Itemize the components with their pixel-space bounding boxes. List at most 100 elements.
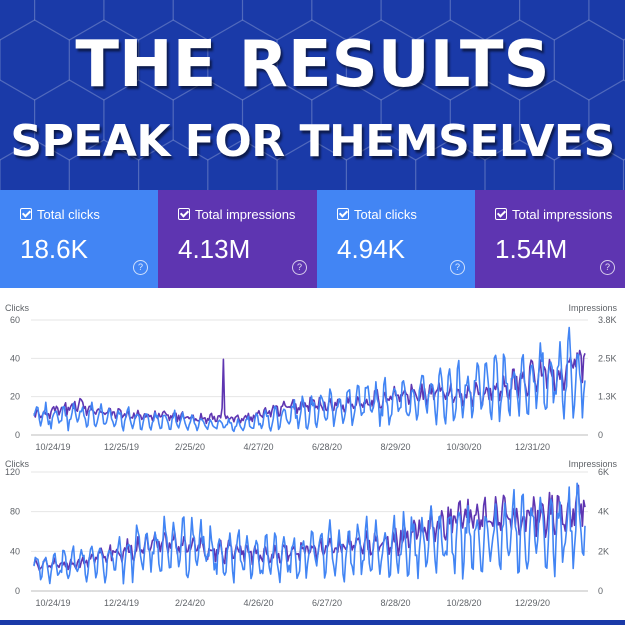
total-impressions-card-2[interactable]: Total impressions 1.54M ? [475, 190, 625, 288]
hexagon-shape [33, 0, 105, 41]
hexagon-shape [553, 19, 625, 101]
x-tick-label: 6/28/20 [312, 442, 342, 452]
hexagon-shape [241, 0, 313, 41]
checkbox-icon[interactable] [495, 208, 507, 220]
right-axis-title: Impressions [568, 459, 617, 469]
left-axis-title: Clicks [5, 303, 29, 313]
help-icon[interactable]: ? [292, 260, 307, 275]
headline-banner: THE RESULTS SPEAK FOR THEMSELVES [0, 0, 625, 190]
hexagon-shape [138, 139, 209, 190]
y-tick-label: 0 [15, 586, 20, 596]
hexagon-shape [449, 79, 521, 161]
x-tick-label: 12/25/19 [104, 442, 139, 452]
hexagon-shape [0, 79, 36, 161]
y2-tick-label: 1.3K [598, 392, 617, 402]
charts-panel: Clicks Impressions 0 0 20 1.3K 40 2.5K 60 3.8K 10/… [0, 288, 625, 625]
x-tick-label: 10/24/19 [35, 598, 70, 608]
card-label: Total impressions [195, 207, 296, 222]
y2-tick-label: 6K [598, 467, 609, 477]
clicks-line [33, 326, 586, 433]
headline-line-2: SPEAK FOR THEMSELVES [10, 116, 615, 167]
checkbox-icon[interactable] [20, 208, 32, 220]
hexagon-shape [415, 139, 486, 190]
card-value: 18.6K [20, 234, 88, 264]
hexagon-shape [380, 79, 451, 161]
hexagon-shape [518, 79, 590, 161]
y2-tick-label: 3.8K [598, 315, 617, 325]
total-clicks-card-2[interactable]: Total clicks 4.94K ? [317, 190, 475, 288]
hexagon-shape [588, 0, 625, 41]
card-value: 1.54M [495, 234, 568, 264]
x-tick-label: 8/28/20 [380, 598, 410, 608]
total-clicks-card-1[interactable]: Total clicks 18.6K ? [0, 190, 158, 288]
y-tick-label: 40 [10, 546, 20, 556]
hexagon-shape [0, 139, 70, 190]
hexagon-shape [103, 0, 174, 41]
x-tick-label: 2/25/20 [175, 442, 205, 452]
y-tick-label: 40 [10, 353, 20, 363]
hexagon-shape [138, 19, 209, 101]
card-value: 4.94K [337, 234, 405, 264]
x-tick-label: 4/26/20 [243, 598, 273, 608]
bottom-band [0, 620, 625, 625]
hexagon-shape [241, 79, 313, 161]
hexagon-shape [207, 139, 278, 190]
card-label: Total impressions [512, 207, 613, 222]
hexagon-shape [172, 79, 244, 161]
performance-chart-2: Clicks Impressions 0 0 40 2K 80 4K 120 6K 10/24/19… [5, 459, 618, 608]
x-tick-label: 6/27/20 [312, 598, 342, 608]
y2-tick-label: 0 [598, 430, 603, 440]
hexagon-shape [0, 0, 36, 41]
hexagon-shape [172, 0, 244, 41]
total-impressions-card-1[interactable]: Total impressions 4.13M ? [158, 190, 317, 288]
performance-chart-1: Clicks Impressions 0 0 20 1.3K 40 2.5K 60 3.8K 10/… [5, 303, 618, 452]
hexagon-shape [622, 38, 625, 82]
hexagon-shape [276, 139, 347, 190]
hexagon-shape [103, 79, 174, 161]
left-axis-title: Clicks [5, 459, 29, 469]
checkbox-icon[interactable] [178, 208, 190, 220]
checkbox-icon[interactable] [337, 208, 349, 220]
x-tick-label: 10/24/19 [35, 442, 70, 452]
hexagon-shape [484, 19, 555, 101]
hexagon-shape [484, 139, 555, 190]
x-tick-label: 10/28/20 [446, 598, 481, 608]
hexagon-shape [415, 19, 486, 101]
help-icon[interactable]: ? [450, 260, 465, 275]
right-axis-title: Impressions [568, 303, 617, 313]
metric-cards: Total clicks 18.6K ? Total impressions 4… [0, 190, 625, 288]
hexagon-shape [68, 19, 140, 101]
x-tick-label: 2/24/20 [175, 598, 205, 608]
hexagon-shape [33, 79, 105, 161]
y-tick-label: 80 [10, 507, 20, 517]
y2-tick-label: 4K [598, 507, 609, 517]
y-tick-label: 120 [5, 467, 20, 477]
hexagon-shape [588, 79, 625, 161]
y2-tick-label: 2.5K [598, 353, 617, 363]
hexagon-shape [207, 19, 278, 101]
hexagon-shape [68, 139, 140, 190]
hexagon-shape [449, 0, 521, 41]
hexagon-shape [345, 139, 417, 190]
card-label: Total clicks [354, 207, 417, 222]
help-icon[interactable]: ? [133, 260, 148, 275]
hexagon-shape [311, 0, 382, 41]
x-tick-label: 12/29/20 [515, 598, 550, 608]
y-tick-label: 0 [15, 430, 20, 440]
y2-tick-label: 2K [598, 546, 609, 556]
hexagon-shape [311, 79, 382, 161]
hexagon-pattern [0, 0, 625, 190]
help-icon[interactable]: ? [600, 260, 615, 275]
x-tick-label: 12/24/19 [104, 598, 139, 608]
y2-tick-label: 0 [598, 586, 603, 596]
x-tick-label: 10/30/20 [446, 442, 481, 452]
y-tick-label: 60 [10, 315, 20, 325]
hexagon-shape [518, 0, 590, 41]
y-tick-label: 20 [10, 392, 20, 402]
hexagon-shape [345, 19, 417, 101]
card-label: Total clicks [37, 207, 100, 222]
x-tick-label: 8/29/20 [380, 442, 410, 452]
headline-line-1: THE RESULTS [75, 28, 550, 102]
clicks-line [33, 482, 586, 585]
x-tick-label: 4/27/20 [243, 442, 273, 452]
